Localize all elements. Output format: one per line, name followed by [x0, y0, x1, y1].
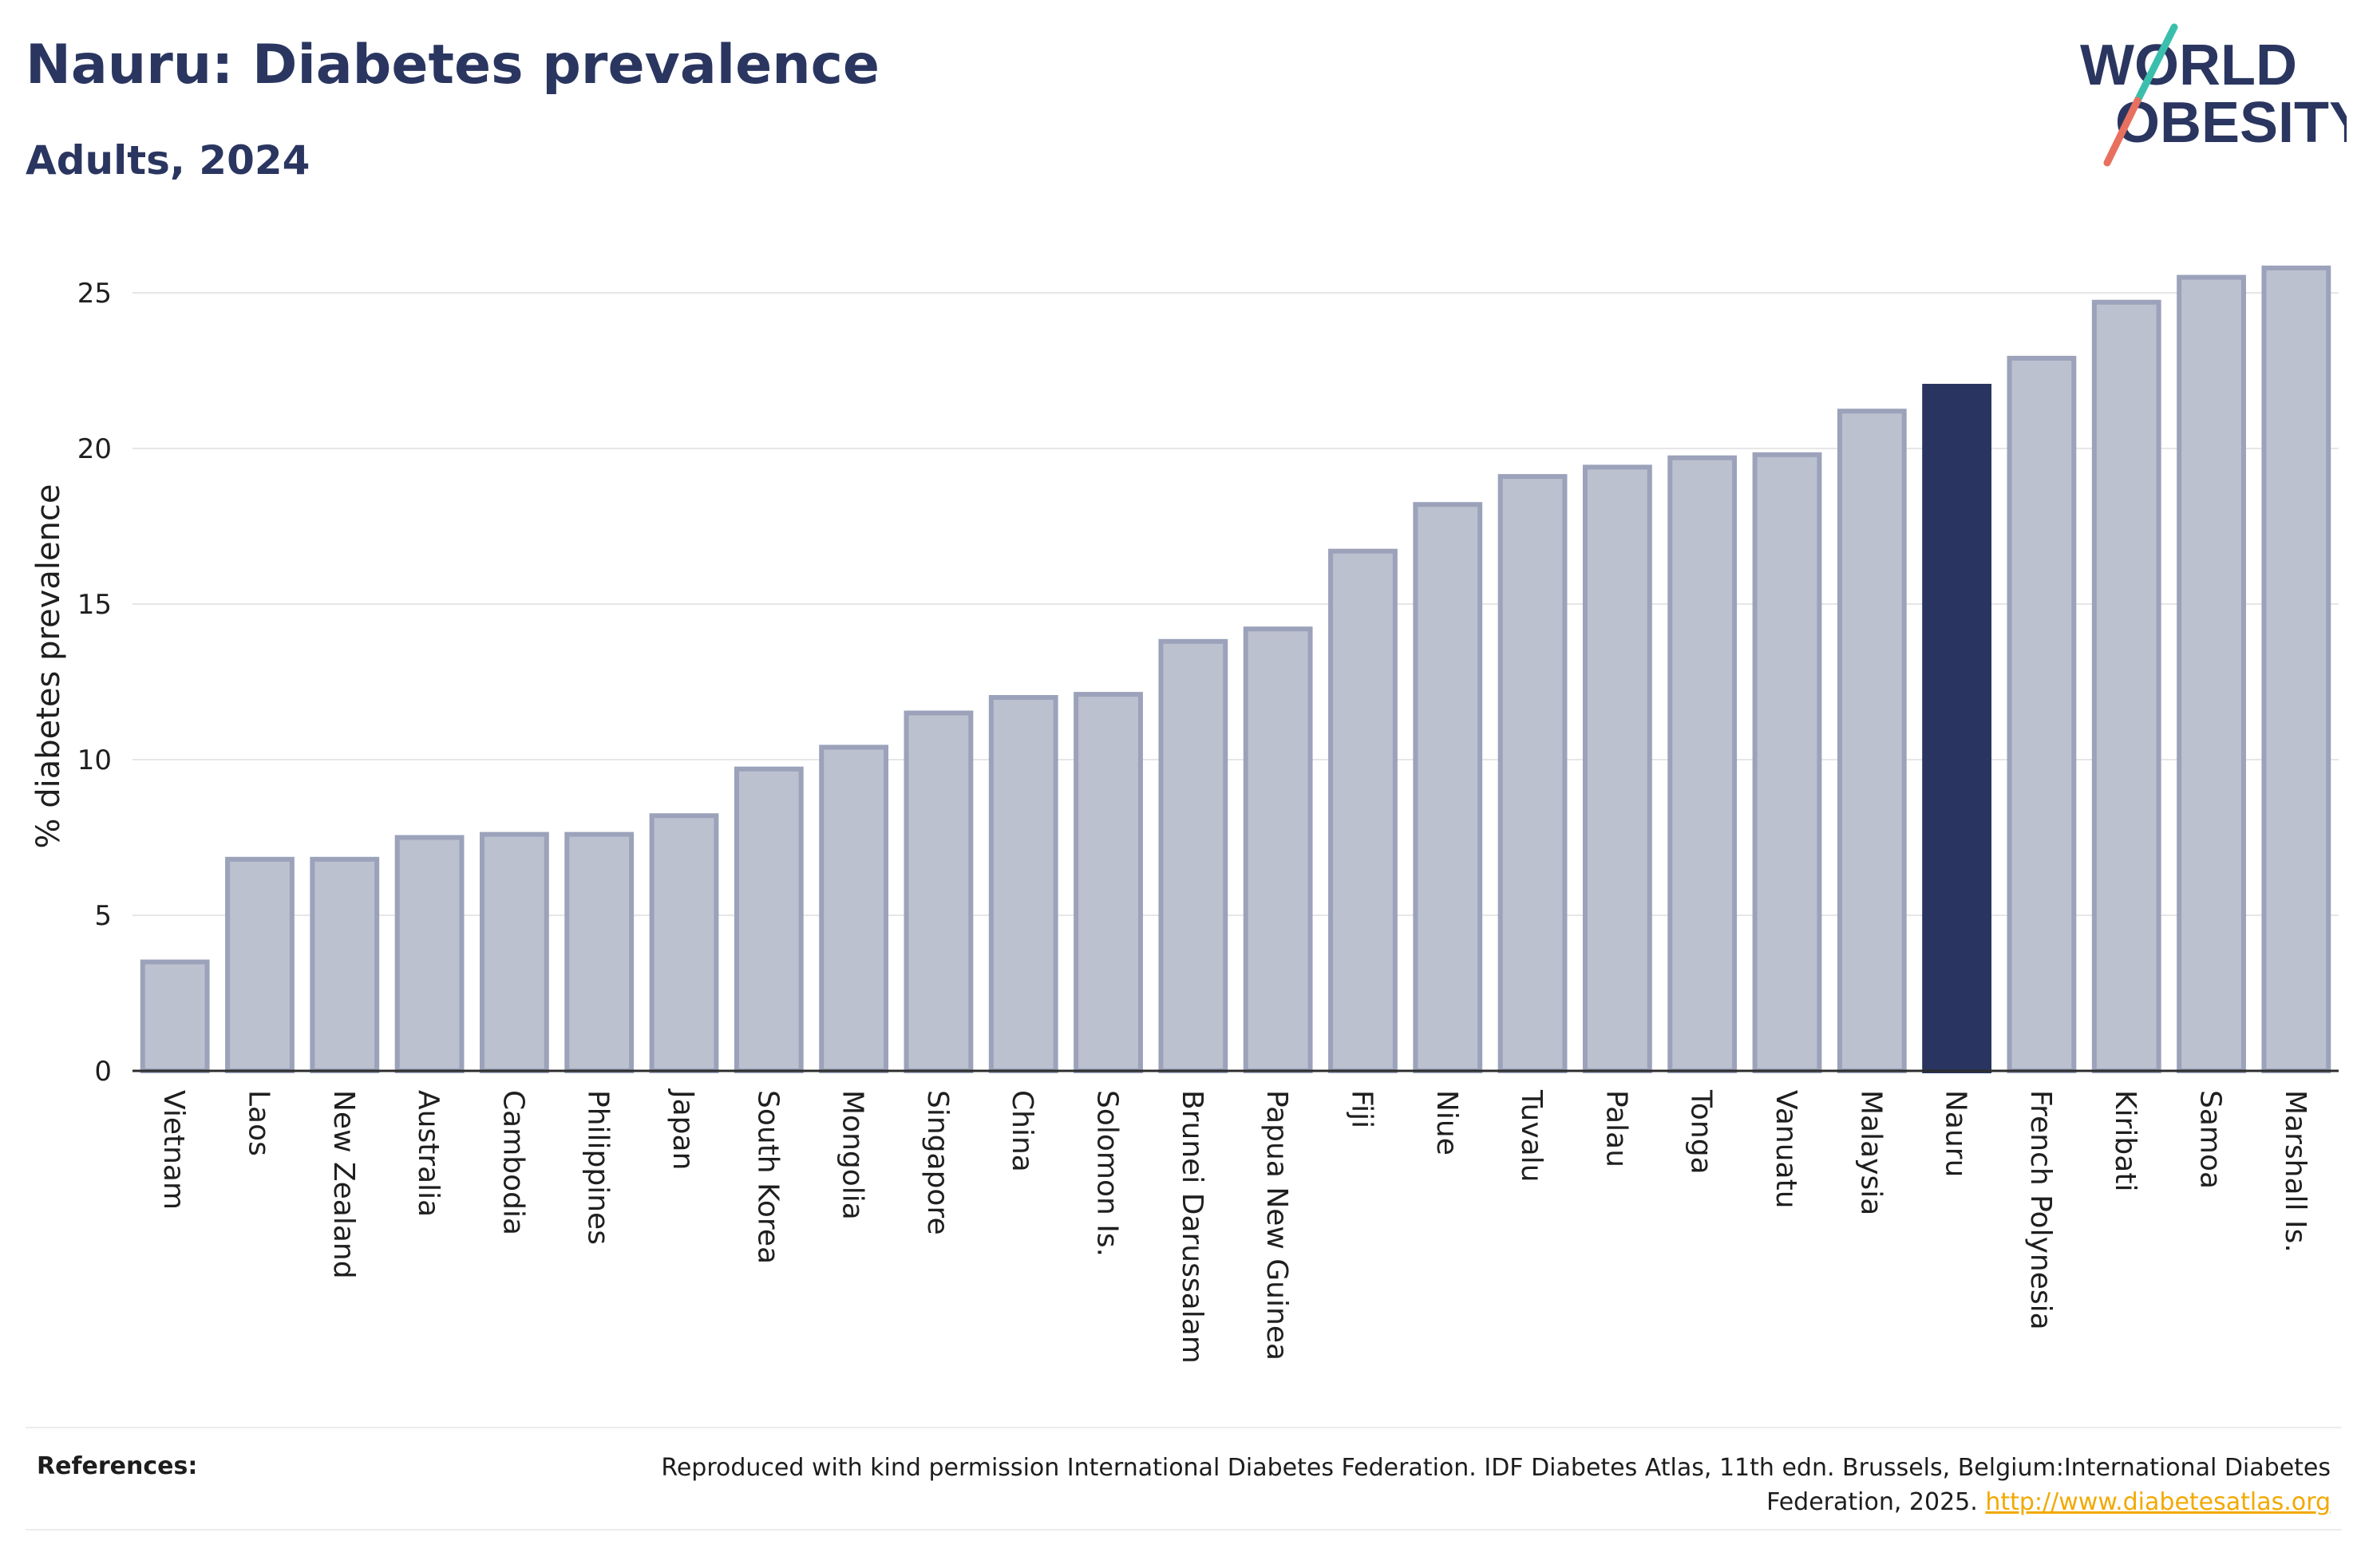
- x-tick-label: Samoa: [2194, 1090, 2227, 1189]
- bar: [1497, 474, 1568, 1073]
- references-section: References: Reproduced with kind permiss…: [26, 1427, 2342, 1530]
- chart-title: Nauru: Diabetes prevalence: [26, 34, 880, 97]
- y-tick-label: 0: [94, 1056, 112, 1088]
- bar: [1752, 452, 1822, 1073]
- x-tick-label: Mongolia: [836, 1090, 869, 1220]
- bar: [479, 831, 549, 1073]
- x-tick-label: Niue: [1430, 1090, 1463, 1155]
- y-tick-label: 10: [77, 745, 112, 776]
- y-tick-label: 20: [77, 433, 112, 465]
- bar: [2091, 299, 2161, 1073]
- bar: [1413, 502, 1483, 1073]
- bar: [1837, 409, 1907, 1073]
- x-tick-label: Tuvalu: [1515, 1089, 1548, 1183]
- x-tick-label: China: [1006, 1090, 1038, 1172]
- bar: [1328, 548, 1398, 1073]
- references-link[interactable]: http://www.diabetesatlas.org: [1985, 1488, 2331, 1516]
- bar: [394, 835, 465, 1073]
- world-obesity-logo: WORLD OBESITY: [2080, 23, 2347, 167]
- x-tick-label: Solomon Is.: [1091, 1090, 1124, 1257]
- x-tick-label: Australia: [412, 1090, 445, 1217]
- x-tick-label: Papua New Guinea: [1260, 1090, 1293, 1361]
- x-tick-label: Malaysia: [1854, 1090, 1887, 1215]
- bar: [1582, 464, 1652, 1073]
- references-text: Reproduced with kind permission Internat…: [575, 1451, 2331, 1519]
- x-tick-label: French Polynesia: [2024, 1090, 2057, 1330]
- bar: [1158, 638, 1228, 1073]
- x-tick-label: Palau: [1600, 1090, 1632, 1167]
- logo-line1: WORLD: [2080, 34, 2297, 97]
- bar: [2007, 355, 2077, 1073]
- y-tick-label: 15: [77, 589, 112, 621]
- y-tick-label: 5: [94, 900, 112, 932]
- x-tick-label: Vanuatu: [1770, 1090, 1802, 1209]
- bar: [310, 856, 380, 1074]
- bar: [140, 959, 210, 1073]
- y-axis-label: % diabetes prevalence: [30, 484, 67, 848]
- bar: [819, 745, 889, 1074]
- x-tick-label: Kiribati: [2109, 1090, 2142, 1191]
- bar: [734, 766, 804, 1073]
- x-tick-label: Cambodia: [496, 1090, 529, 1235]
- y-tick-label: 25: [77, 278, 112, 310]
- bar: [988, 695, 1058, 1073]
- logo-line2: OBESITY: [2115, 91, 2347, 155]
- x-tick-label: Singapore: [921, 1090, 954, 1235]
- bar: [1074, 692, 1143, 1073]
- x-tick-label: South Korea: [751, 1090, 784, 1264]
- x-tick-label: Philippines: [582, 1090, 615, 1245]
- references-label: References:: [37, 1452, 198, 1480]
- logo-slash-teal: [2134, 23, 2178, 105]
- bar-chart: 0 5 10 15 20 25 % diabetes prevalence Vietnam La…: [30, 265, 2339, 1364]
- references-citation: Reproduced with kind permission Internat…: [661, 1454, 2331, 1516]
- bar: [2177, 274, 2246, 1073]
- bar: [649, 813, 719, 1073]
- x-tick-label: Japan: [666, 1088, 699, 1170]
- x-tick-label: Marshall Is.: [2279, 1090, 2312, 1253]
- x-tick-label: Laos: [242, 1090, 275, 1156]
- bar: [1667, 455, 1738, 1073]
- x-tick-label: Tonga: [1685, 1089, 1718, 1175]
- bar: [564, 831, 635, 1073]
- x-tick-label: Vietnam: [157, 1090, 190, 1210]
- x-tick-label: Nauru: [1940, 1090, 1972, 1177]
- logo-slash-coral: [2103, 97, 2142, 167]
- x-tick-label: Fiji: [1345, 1090, 1378, 1128]
- x-tick-label: Brunei Darussalam: [1176, 1090, 1208, 1364]
- bar: [1243, 626, 1313, 1073]
- bar: [225, 856, 295, 1074]
- bar: [1922, 384, 1992, 1073]
- x-tick-label: New Zealand: [327, 1090, 360, 1279]
- bar: [904, 710, 974, 1073]
- bar: [2261, 265, 2331, 1073]
- chart-subtitle: Adults, 2024: [26, 137, 310, 184]
